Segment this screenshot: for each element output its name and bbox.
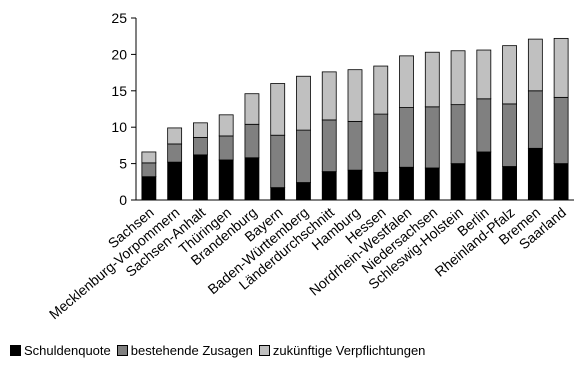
y-tick-label: 25 <box>111 10 127 26</box>
bar-segment-2 <box>244 123 260 159</box>
bar-segment-2 <box>450 104 466 164</box>
legend-label: Schuldenquote <box>24 343 111 358</box>
x-tick-label: Mecklenburg-Vorpommern <box>46 204 183 322</box>
bar-segment-3 <box>321 71 337 121</box>
bar-segment-3 <box>373 65 389 115</box>
bar-segment-1 <box>270 187 286 201</box>
bars <box>141 37 569 201</box>
bar-segment-1 <box>244 157 260 201</box>
bar-segment-2 <box>476 98 492 153</box>
bar-segment-1 <box>424 167 440 201</box>
bar-segment-2 <box>502 103 517 167</box>
bar-segment-3 <box>527 38 543 92</box>
bar-segment-3 <box>553 37 569 98</box>
bar-segment-1 <box>321 171 337 201</box>
bar-segment-3 <box>450 50 466 106</box>
bar-segment-1 <box>476 151 492 201</box>
y-tick-label: 20 <box>111 46 127 62</box>
bar-segment-1 <box>373 171 389 201</box>
bar-segment-1 <box>296 182 311 201</box>
y-axis: 0 5 10 15 20 25 <box>111 10 137 208</box>
bar-segment-1 <box>167 161 183 201</box>
bar-segment-2 <box>399 107 414 168</box>
bar-segment-1 <box>553 163 569 201</box>
bar-segment-2 <box>321 119 337 173</box>
bar-segment-3 <box>296 75 311 131</box>
legend-swatch <box>10 345 21 356</box>
bar-segment-1 <box>502 166 517 201</box>
legend-label: bestehende Zusagen <box>130 343 253 358</box>
bar-segment-2 <box>193 136 208 156</box>
bar-segment-3 <box>424 51 440 108</box>
bar-segment-1 <box>347 169 363 201</box>
bar-segment-2 <box>270 134 286 189</box>
bar-segment-3 <box>167 127 183 145</box>
bar-segment-2 <box>553 96 569 164</box>
bar-segment-1 <box>527 147 543 201</box>
legend-item: Schuldenquote <box>10 343 111 358</box>
legend-item: zukünftige Verpflichtungen <box>258 343 426 358</box>
bar-segment-1 <box>450 163 466 201</box>
legend-swatch <box>116 345 128 356</box>
bar-segment-3 <box>476 49 492 100</box>
bar-segment-3 <box>347 69 363 122</box>
bar-segment-2 <box>527 90 543 149</box>
bar-segment-2 <box>218 135 234 161</box>
y-tick-label: 5 <box>119 156 127 172</box>
x-axis: SachsenMecklenburg-VorpommernSachsen-Anh… <box>46 199 574 322</box>
bar-segment-3 <box>193 122 208 138</box>
bar-segment-3 <box>141 151 157 164</box>
bar-segment-2 <box>347 120 363 171</box>
bar-segment-2 <box>424 106 440 169</box>
y-tick-label: 10 <box>111 119 127 135</box>
bar-segment-3 <box>502 45 517 105</box>
y-tick-label: 0 <box>119 192 127 208</box>
bar-segment-1 <box>193 154 208 201</box>
bar-segment-3 <box>270 83 286 136</box>
bar-segment-1 <box>218 159 234 201</box>
legend-swatch <box>258 345 270 356</box>
legend-label: zukünftige Verpflichtungen <box>272 343 426 358</box>
bar-segment-2 <box>373 113 389 173</box>
bar-segment-2 <box>141 162 157 178</box>
bar-segment-2 <box>167 143 183 163</box>
bar-segment-1 <box>141 176 157 201</box>
legend-item: bestehende Zusagen <box>116 343 253 358</box>
bar-segment-3 <box>399 55 414 108</box>
bar-segment-2 <box>296 129 311 183</box>
stacked-bar-chart: 0 5 10 15 20 25 SachsenMecklenburg-Vorpommern… <box>46 10 574 322</box>
bar-segment-1 <box>399 166 414 201</box>
legend: Schuldenquote bestehende Zusagen zukünftig… <box>10 343 576 363</box>
bar-segment-3 <box>244 93 260 125</box>
bar-segment-3 <box>218 114 234 137</box>
y-tick-label: 15 <box>111 83 127 99</box>
